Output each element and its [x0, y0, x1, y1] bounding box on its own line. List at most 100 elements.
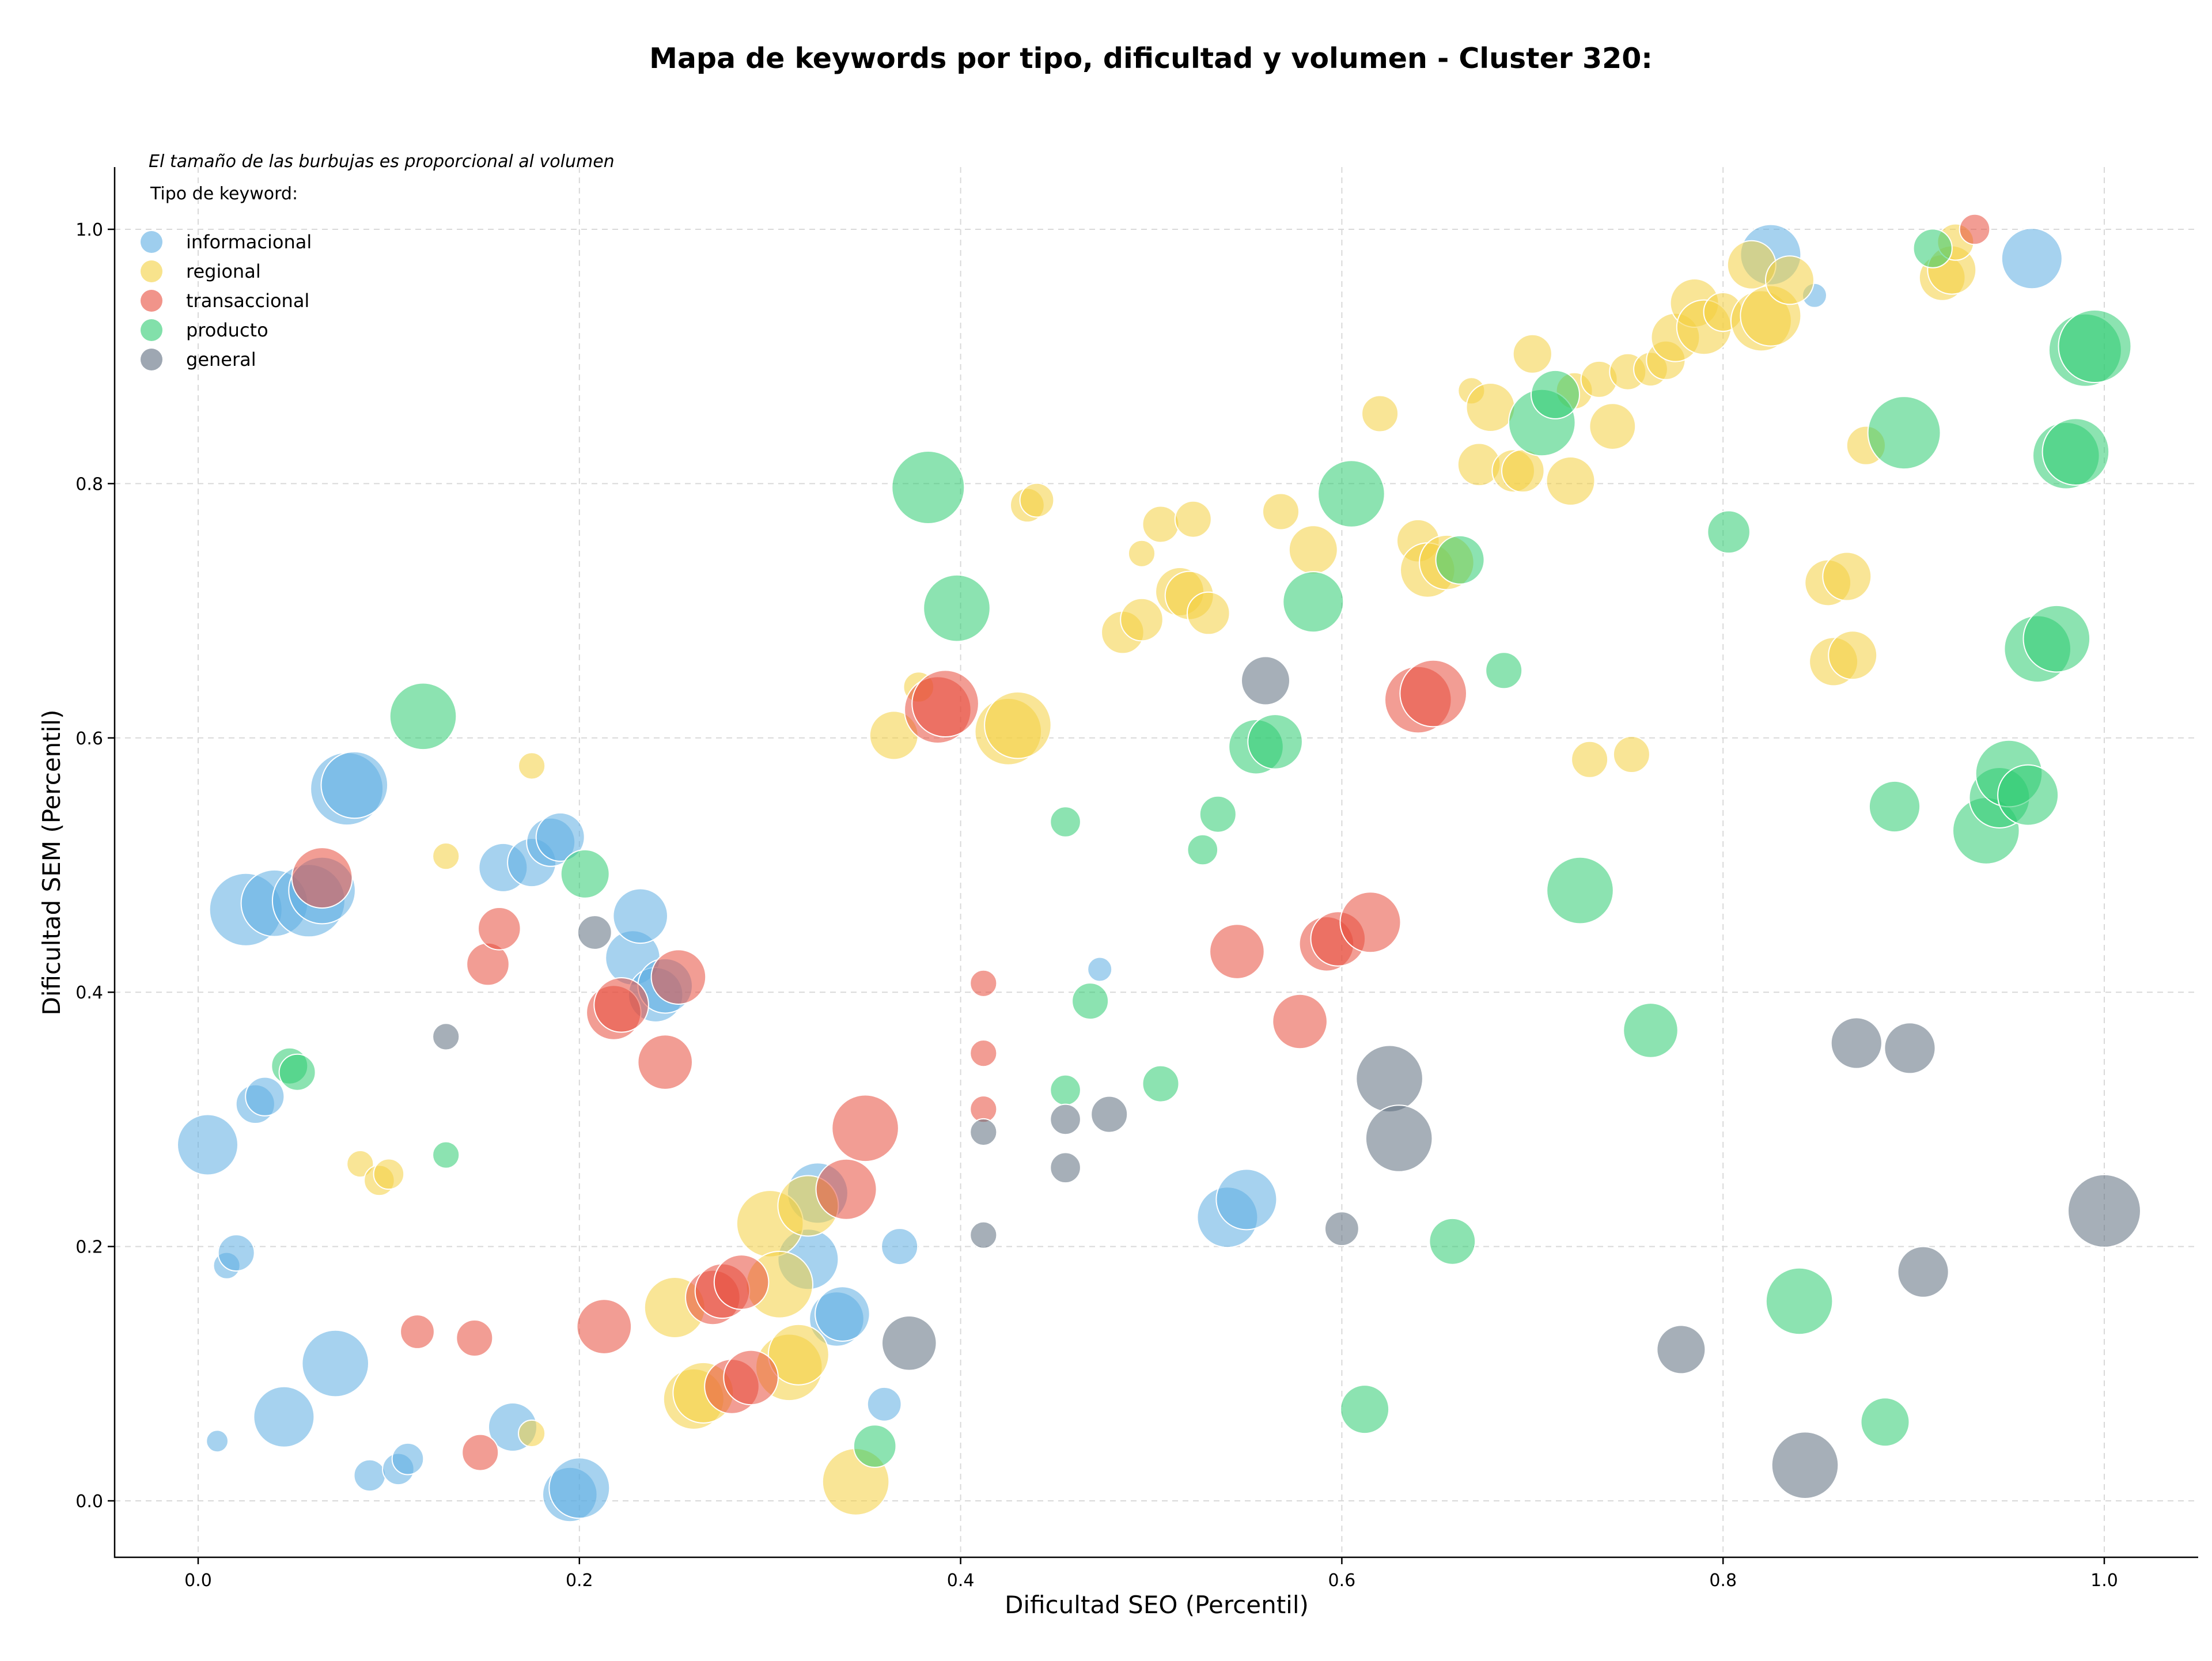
bubble-transaccional [713, 1254, 770, 1310]
series-producto [271, 228, 2132, 1468]
bubble-informacional [548, 1457, 611, 1519]
bubble-producto [1707, 510, 1751, 554]
bubble-regional [346, 1150, 374, 1178]
series-general [432, 656, 2141, 1499]
chart-title: Mapa de keywords por tipo, dificultad y … [649, 42, 1653, 75]
bubble-producto [1247, 714, 1303, 770]
legend-label: producto [186, 319, 268, 341]
bubble-general [1656, 1325, 1706, 1375]
bubble-informacional [391, 1442, 425, 1475]
bubble-transaccional [1209, 924, 1265, 979]
bubble-producto [923, 574, 991, 642]
bubble-general [1884, 1022, 1936, 1074]
bubble-producto [1050, 806, 1081, 838]
bubble-producto [1050, 1074, 1081, 1106]
x-tick-label: 0.2 [566, 1571, 593, 1591]
x-tick-label: 0.6 [1328, 1571, 1356, 1591]
bubble-transaccional [831, 1094, 899, 1163]
y-axis-label: Dificultad SEM (Percentil) [37, 710, 66, 1016]
bubble-informacional [245, 1076, 285, 1117]
legend-item-general: general [141, 349, 256, 370]
bubble-informacional [217, 1234, 255, 1272]
bubble-transaccional [1959, 213, 1991, 245]
legend-label: informacional [186, 231, 312, 253]
y-tick-label: 0.2 [75, 1238, 103, 1258]
bubble-general [969, 1118, 998, 1147]
bubble-informacional [1087, 956, 1113, 982]
bubble-general [881, 1315, 937, 1371]
bubble-regional [518, 752, 546, 780]
bubble-producto [1485, 652, 1523, 690]
bubble-informacional [815, 1286, 870, 1342]
bubble-informacional [881, 1228, 919, 1266]
bubble-producto [1199, 795, 1237, 833]
bubble-producto [432, 1141, 460, 1169]
bubble-general [1365, 1104, 1433, 1172]
bubble-producto [2022, 604, 2091, 673]
bubble-producto [389, 682, 457, 751]
legend-label: transaccional [186, 290, 309, 312]
bubble-producto [2041, 418, 2110, 486]
bubble-producto [1142, 1065, 1180, 1103]
legend-label: regional [186, 260, 261, 282]
bubble-transaccional [637, 1034, 693, 1090]
bubble-transaccional [461, 1433, 499, 1471]
bubble-general [1324, 1211, 1359, 1247]
bubble-informacional [253, 1386, 315, 1448]
size-note: El tamaño de las burbujas es proporciona… [149, 152, 615, 172]
bubble-producto [1071, 982, 1109, 1020]
legend-title: Tipo de keyword: [150, 184, 298, 204]
bubble-transaccional [1272, 993, 1328, 1050]
bubble-regional [984, 691, 1052, 759]
y-tick-label: 1.0 [75, 220, 103, 240]
bubble-regional [432, 842, 460, 871]
bubble-general [1355, 1045, 1423, 1113]
bubble-regional [1589, 403, 1637, 450]
bubble-general [1090, 1095, 1128, 1133]
bubble-regional [1765, 255, 1815, 305]
bubble-informacional [535, 812, 585, 862]
bubble-general [577, 915, 612, 950]
bubble-producto [891, 451, 965, 524]
bubble-regional [767, 1323, 830, 1386]
bubble-transaccional [815, 1158, 877, 1220]
bubble-transaccional [1339, 891, 1402, 954]
bubble-regional [1142, 505, 1180, 543]
y-tick-label: 0.0 [75, 1492, 103, 1512]
legend-label: general [186, 349, 256, 370]
bubble-regional [1822, 551, 1872, 601]
legend-item-informacional: informacional [141, 231, 312, 253]
grid [115, 167, 2198, 1557]
bubble-regional [1612, 736, 1650, 773]
bubble-informacional [320, 751, 389, 819]
axis-spines [113, 167, 2198, 1558]
x-axis-label: Dificultad SEO (Percentil) [1005, 1591, 1309, 1619]
bubble-transaccional [291, 847, 353, 909]
bubble-regional [1465, 383, 1516, 432]
bubble-general [1897, 1246, 1949, 1298]
series-transaccional [291, 213, 1991, 1471]
y-tick-label: 0.6 [75, 729, 103, 749]
bubble-transaccional [400, 1314, 435, 1349]
bubble-informacional [2001, 228, 2063, 290]
x-axis-ticks: 0.0 0.2 0.4 0.6 0.8 1.0 [184, 1557, 2118, 1591]
bubble-regional [1571, 740, 1609, 778]
bubble-producto [1765, 1267, 1834, 1335]
bubble-producto [1623, 1002, 1679, 1058]
bubble-producto [853, 1424, 897, 1468]
bubble-transaccional [456, 1319, 494, 1357]
bubble-regional [1127, 539, 1156, 567]
bubble-regional [373, 1158, 405, 1190]
bubble-transaccional [478, 907, 521, 951]
bubble-regional [1828, 630, 1878, 680]
bubble-producto [1531, 369, 1580, 419]
series-regional [346, 223, 1977, 1516]
legend-item-regional: regional [141, 260, 261, 282]
legend-item-producto: producto [141, 319, 268, 341]
legend-marker [141, 290, 162, 312]
bubble-producto [1868, 780, 1921, 833]
bubble-regional [1019, 482, 1055, 518]
bubble-transaccional [969, 1039, 998, 1068]
legend-marker [141, 231, 162, 253]
